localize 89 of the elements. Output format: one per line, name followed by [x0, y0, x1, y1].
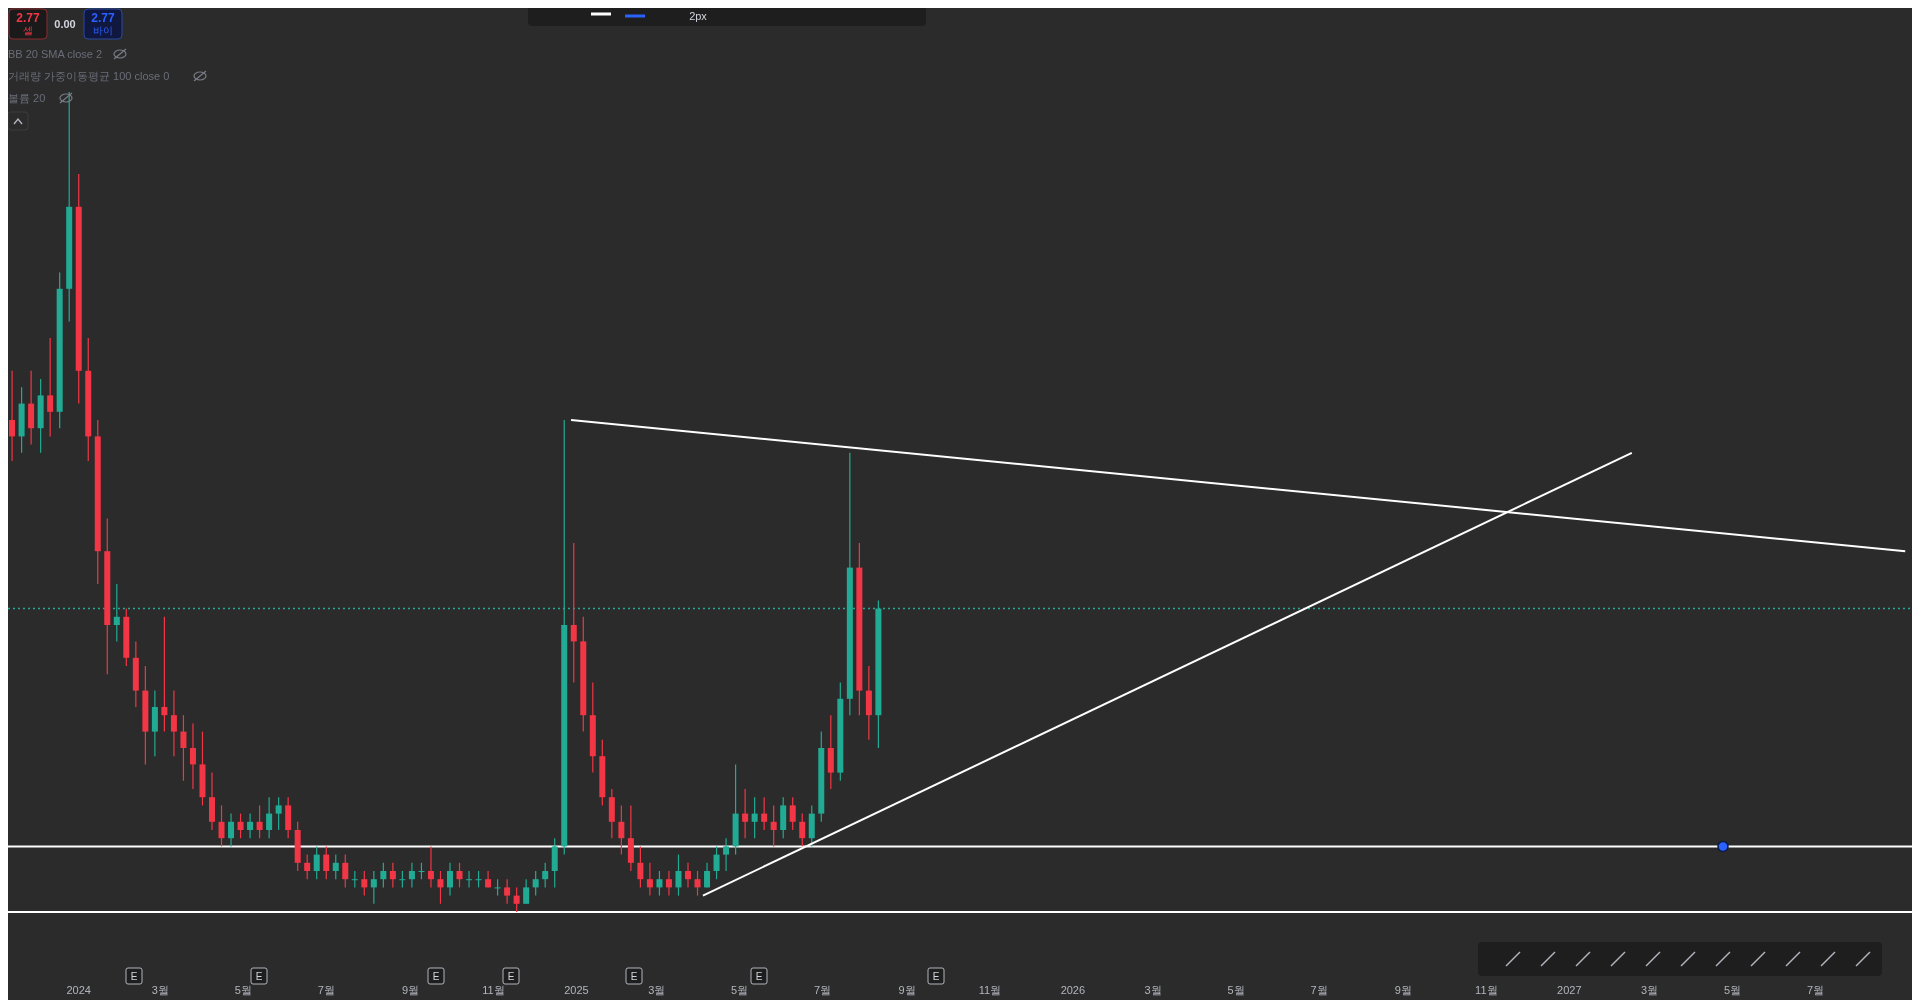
candlestick: [189, 722, 196, 790]
candlestick: [646, 862, 653, 897]
x-tick-label: 11월: [482, 984, 505, 996]
candlestick: [304, 854, 311, 880]
candlestick: [447, 862, 453, 897]
candlestick: [618, 804, 625, 856]
text: 2.77: [91, 11, 115, 25]
x-tick-label: 7월: [1310, 984, 1328, 996]
candlestick: [323, 845, 330, 880]
x-tick-label: 3월: [1144, 984, 1162, 996]
candlestick: [180, 714, 187, 782]
x-tick-label: 7월: [1806, 984, 1824, 996]
text: 0.00: [54, 18, 76, 30]
text: E: [130, 971, 138, 982]
text: E: [255, 971, 263, 982]
candlestick: [218, 804, 225, 847]
candlestick: [313, 845, 320, 880]
candlestick: [761, 796, 768, 831]
candlestick: [713, 845, 720, 880]
candlestick: [751, 796, 758, 839]
candlestick: [685, 862, 691, 888]
candlestick: [675, 854, 682, 897]
candlestick: [542, 862, 549, 888]
text: E: [630, 971, 638, 982]
candlestick: [342, 854, 349, 888]
candlestick: [742, 788, 749, 839]
x-tick-label: 3월: [1640, 984, 1659, 996]
candlestick: [570, 542, 577, 683]
x-tick-label: 5월: [1723, 984, 1742, 996]
x-tick-label: 7월: [317, 984, 335, 996]
candlestick: [332, 854, 339, 880]
x-tick-label: 5월: [731, 984, 749, 996]
text: E: [755, 971, 763, 982]
text: E: [432, 971, 440, 982]
candlestick: [170, 690, 177, 757]
candlestick: [370, 870, 377, 905]
candlestick: [256, 804, 263, 839]
candlestick: [513, 886, 520, 913]
x-tick-label: 5월: [234, 984, 252, 996]
candlestick: [228, 813, 235, 847]
x-tick-label: 5월: [1227, 984, 1245, 996]
x-tick-label: 11월: [978, 984, 1002, 996]
annotation: 볼륨 20: [8, 92, 46, 104]
x-tick-label: 2025: [564, 984, 589, 996]
x-tick-label: 3월: [151, 984, 169, 996]
candlestick: [247, 813, 254, 839]
x-tick-label: 11월: [1475, 984, 1498, 996]
candlestick: [504, 878, 511, 905]
text: E: [507, 971, 515, 982]
candlestick: [466, 870, 473, 888]
text: 2.77: [16, 11, 40, 25]
candlestick: [723, 837, 730, 872]
text: 셀: [23, 25, 33, 36]
text: 거래량 가중이동평균 100 close 0: [8, 70, 170, 82]
x-tick-label: 2024: [66, 984, 91, 996]
x-tick-label: 3월: [648, 984, 666, 996]
x-tick-label: 2027: [1557, 984, 1582, 996]
candlestick: [275, 796, 282, 831]
x-tick-label: 9월: [898, 984, 916, 996]
candlestick: [47, 337, 54, 437]
candlestick: [427, 845, 434, 888]
candlestick: [656, 870, 663, 897]
candlestick: [380, 862, 387, 888]
candlestick: [532, 870, 539, 897]
candlestick: [789, 796, 796, 831]
candlestick: [161, 616, 168, 733]
x-tick-label: 2026: [1060, 984, 1086, 996]
candlestick: [361, 870, 368, 897]
candlestick: [237, 813, 244, 839]
text: 바이: [93, 25, 113, 36]
candlestick: [266, 796, 273, 839]
candlestick: [770, 804, 777, 847]
candlestick: [665, 870, 672, 897]
text: E: [932, 971, 940, 982]
x-tick-label: 9월: [402, 984, 420, 996]
x-tick-label: 9월: [1394, 984, 1412, 996]
candlestick: [523, 878, 530, 905]
text: 2px: [689, 10, 708, 22]
candlestick: [408, 862, 415, 888]
text: BB 20 SMA close 2: [8, 48, 103, 60]
candlestick: [9, 370, 16, 462]
candlestick: [799, 813, 806, 847]
candlestick: [389, 862, 396, 888]
candlestick: [694, 870, 701, 897]
candlestick: [437, 870, 444, 905]
candlestick: [704, 862, 711, 888]
x-tick-label: 7월: [814, 984, 832, 996]
candlestick: [637, 845, 644, 888]
candlestick: [456, 862, 463, 888]
